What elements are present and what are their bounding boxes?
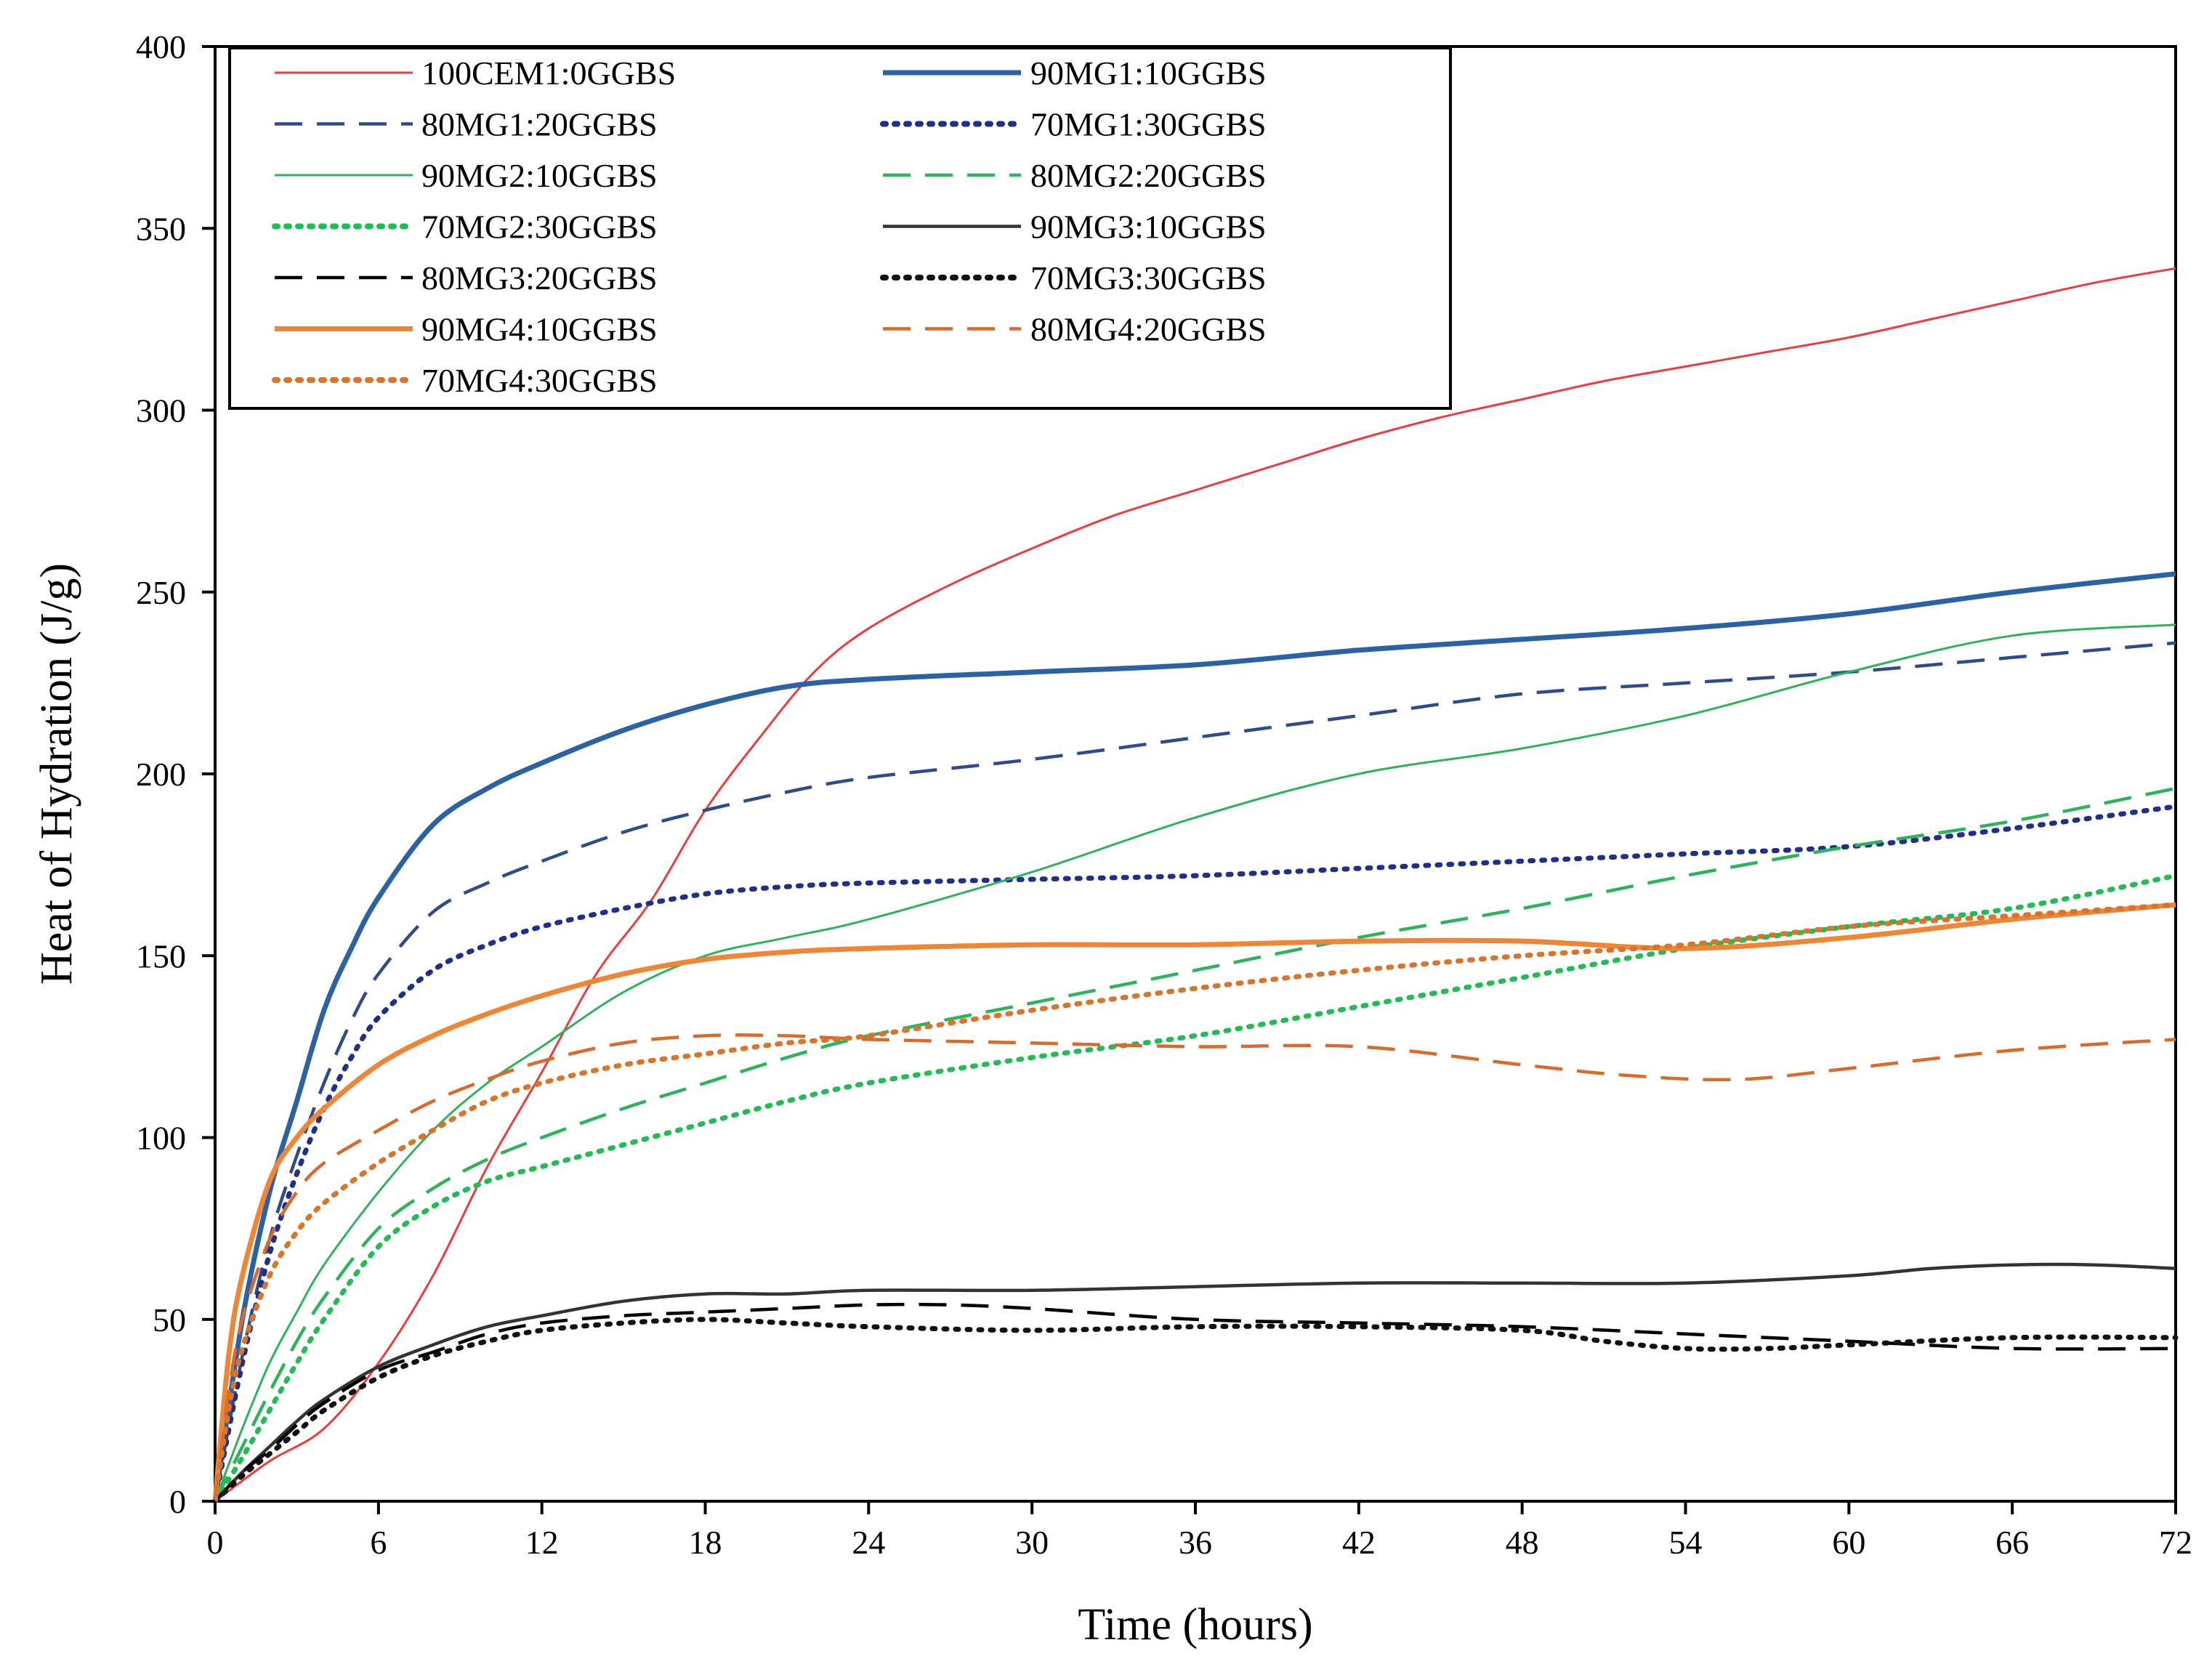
- y-tick-label: 150: [136, 937, 186, 974]
- y-tick-label: 0: [169, 1483, 186, 1520]
- series-line-70mg4-30ggbs: [212, 902, 2179, 1504]
- x-axis-title: Time (hours): [1078, 1600, 1312, 1649]
- legend-label: 80MG4:20GGBS: [1030, 311, 1267, 348]
- series-line-90mg3-10ggbs: [214, 1262, 2176, 1503]
- series-line-80mg3-20ggbs: [214, 1302, 2176, 1503]
- legend-label: 90MG1:10GGBS: [1030, 54, 1267, 92]
- y-tick-label: 300: [136, 392, 186, 429]
- legend-label: 70MG3:30GGBS: [1030, 259, 1267, 296]
- legend-label: 80MG2:20GGBS: [1030, 157, 1267, 194]
- y-axis-ticks: 0 50 100 150 200 250 300 350 400: [136, 28, 215, 1520]
- x-tick-label: 18: [689, 1524, 722, 1561]
- y-tick-label: 350: [136, 210, 186, 247]
- y-tick-label: 200: [136, 756, 186, 793]
- legend-label: 90MG3:10GGBS: [1030, 209, 1267, 246]
- y-tick-label: 50: [153, 1301, 186, 1338]
- x-tick-label: 48: [1506, 1524, 1539, 1561]
- legend-label: 80MG3:20GGBS: [421, 259, 658, 296]
- legend-label: 80MG1:20GGBS: [421, 106, 658, 143]
- y-tick-label: 400: [136, 28, 186, 65]
- x-tick-label: 66: [1995, 1524, 2029, 1561]
- x-tick-label: 24: [852, 1524, 885, 1561]
- x-tick-label: 12: [525, 1524, 559, 1561]
- legend-label: 100CEM1:0GGBS: [421, 54, 676, 92]
- x-tick-label: 42: [1342, 1524, 1376, 1561]
- x-axis-ticks: 0 6 12 18 24 30 36 42 48 54 60 66 72: [207, 1501, 2192, 1561]
- x-tick-label: 36: [1179, 1524, 1212, 1561]
- legend-box: [228, 47, 1452, 410]
- legend-label: 70MG4:30GGBS: [421, 362, 658, 399]
- x-tick-label: 54: [1669, 1524, 1703, 1561]
- series-line-90mg1-10ggbs: [212, 571, 2176, 1502]
- x-tick-label: 6: [370, 1524, 387, 1561]
- legend-label: 70MG1:30GGBS: [1030, 106, 1267, 143]
- y-tick-label: 250: [136, 574, 186, 611]
- x-tick-label: 60: [1832, 1524, 1865, 1561]
- y-axis-title: Heat of Hydration (J/g): [32, 563, 81, 985]
- x-tick-label: 30: [1015, 1524, 1049, 1561]
- series-line-70mg3-30ggbs: [212, 1317, 2179, 1504]
- legend-items: 100CEM1:0GGBS 90MG1:10GGBS 80MG1:20GGBS 70M…: [272, 54, 1267, 399]
- series-line-70mg1-30ggbs: [212, 804, 2179, 1504]
- legend-label: 90MG2:10GGBS: [421, 157, 658, 194]
- series-line-90mg2-10ggbs: [214, 623, 2176, 1502]
- x-tick-label: 0: [207, 1524, 224, 1561]
- x-tick-label: 72: [2159, 1524, 2192, 1561]
- legend-label: 90MG4:10GGBS: [421, 311, 658, 348]
- series-layer: [212, 267, 2179, 1504]
- legend-label: 70MG2:30GGBS: [421, 209, 658, 246]
- chart-legend: 100CEM1:0GGBS 90MG1:10GGBS 80MG1:20GGBS 70M…: [228, 47, 1452, 410]
- series-line-90mg4-10ggbs: [212, 902, 2176, 1502]
- y-tick-label: 100: [136, 1120, 186, 1157]
